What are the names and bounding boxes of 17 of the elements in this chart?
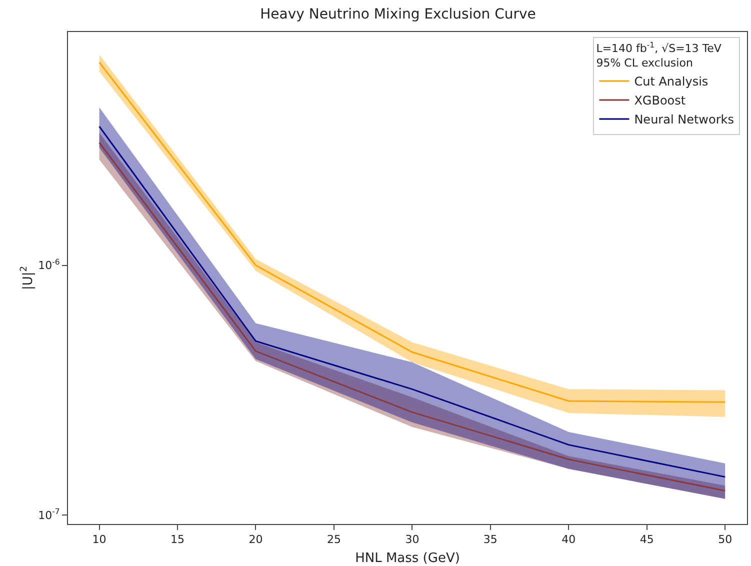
x-tick-label: 40 [562,533,576,546]
x-axis-title: HNL Mass (GeV) [355,551,460,566]
legend-label: Cut Analysis [634,74,708,89]
x-tick-label: 50 [718,533,732,546]
legend-title: L=140 fb$^{-1}$, √S=13 TeV 95% CL exclusion [596,40,722,70]
legend-label: XGBoost [634,94,686,108]
y-tick-label: 10$^{-6}$ [38,258,60,272]
x-tick-label: 45 [640,533,654,546]
x-tick-label: 10 [92,533,106,546]
x-tick-label: 30 [405,533,420,546]
legend-label: Neural Networks [634,112,734,127]
x-tick-label: 35 [483,533,498,546]
y-tick-label: 10$^{-7}$ [38,507,60,522]
x-tick-label: 25 [326,533,341,546]
chart-title: Heavy Neutrino Mixing Exclusion Curve [260,6,536,22]
x-tick-label: 15 [170,533,185,546]
x-tick-label: 20 [248,533,263,546]
